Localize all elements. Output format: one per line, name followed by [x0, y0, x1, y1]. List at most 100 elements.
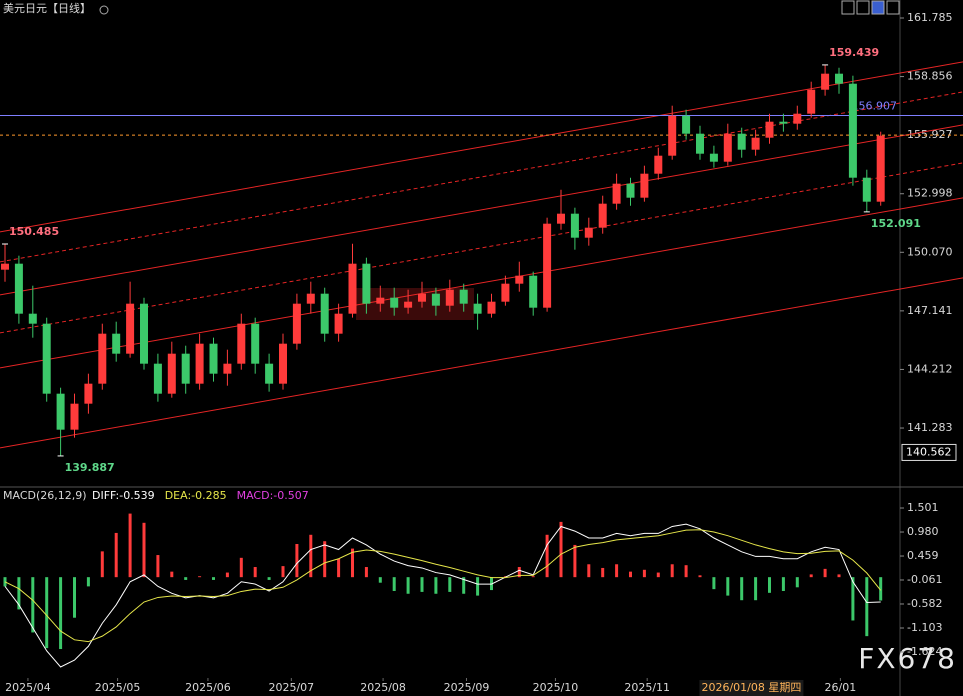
candle-body	[487, 301, 496, 314]
candle-body	[779, 121, 788, 124]
candle-body	[835, 73, 843, 84]
candle-body	[459, 289, 468, 304]
channel-line	[0, 61, 963, 233]
candle-body	[98, 333, 107, 384]
candle-body	[334, 313, 343, 334]
macd-bar	[879, 577, 883, 601]
candle-body	[668, 115, 677, 156]
y-tick-label: -0.582	[907, 597, 942, 610]
macd-bar	[684, 565, 688, 578]
macd-bar	[698, 575, 702, 578]
macd-bar	[378, 577, 382, 583]
watermark: FX678	[858, 642, 957, 675]
candle-body	[723, 133, 732, 162]
candle-body	[167, 353, 176, 394]
x-tick-label: 2025/11	[624, 681, 670, 694]
macd-bar	[420, 577, 424, 592]
candle-body	[682, 115, 691, 134]
macd-bar	[448, 577, 452, 592]
candle-body	[237, 323, 246, 364]
candle-body	[223, 363, 232, 374]
candle-body	[793, 113, 802, 124]
y-tick-label: 141.283	[907, 421, 953, 434]
candle-body	[42, 323, 51, 394]
macd-bar	[726, 577, 730, 596]
tool-button[interactable]	[871, 0, 885, 15]
candle-body	[209, 343, 218, 374]
candle-body	[404, 301, 413, 308]
y-tick-label: -0.061	[907, 573, 942, 586]
y-tick-label: 155.927	[907, 128, 953, 141]
candle-body	[348, 263, 357, 314]
macd-bar	[795, 577, 799, 588]
candle-body	[640, 173, 649, 198]
macd-bar	[615, 564, 619, 578]
macd-bar	[476, 577, 480, 596]
candle-body	[737, 133, 746, 150]
macd-bar	[184, 577, 188, 580]
macd-bar	[712, 577, 716, 590]
x-tick-label: 26/01	[825, 681, 857, 694]
candle-body	[126, 303, 135, 354]
x-tick-label: 2025/07	[268, 681, 314, 694]
macd-bar	[114, 532, 118, 578]
macd-bar	[73, 577, 76, 618]
candle-body	[251, 323, 260, 364]
macd-bar	[823, 568, 827, 578]
crosshair-label: 2026/01/08 星期四	[701, 681, 801, 694]
candle-body	[612, 183, 621, 204]
macd-bar	[531, 576, 535, 578]
chart-title: 美元日元【日线】	[3, 1, 91, 15]
x-tick-label: 2025/08	[360, 681, 406, 694]
candle-body	[14, 263, 23, 314]
axis-tag: 140.562	[906, 445, 952, 458]
candle-body	[279, 343, 287, 384]
annotation-label: 150.485	[9, 225, 59, 238]
macd-bar	[323, 541, 327, 578]
macd-bar	[364, 567, 368, 578]
macd-bar	[295, 543, 299, 578]
macd-bar	[781, 577, 785, 591]
macd-bar	[754, 577, 758, 601]
macd-bar	[337, 558, 341, 578]
channel-line	[0, 277, 963, 449]
price-line-label: 156.907	[852, 100, 898, 113]
settings-icon[interactable]	[99, 5, 109, 15]
candle-body	[376, 297, 385, 304]
macd-bar	[225, 572, 229, 578]
legend-entry: MACD:-0.507	[237, 489, 309, 502]
channel-line	[0, 91, 963, 263]
toolbar	[841, 0, 900, 15]
candle-body	[654, 155, 663, 174]
candle-body	[862, 177, 871, 202]
macd-bar	[156, 555, 160, 578]
candle-body	[848, 83, 857, 178]
tool-button[interactable]	[841, 0, 855, 15]
y-tick-label: 150.070	[907, 245, 953, 258]
channel-line	[0, 197, 963, 369]
macd-bar	[59, 577, 63, 650]
macd-bar	[642, 569, 646, 578]
x-tick-label: 2025/09	[444, 681, 490, 694]
x-tick-label: 2025/10	[533, 681, 579, 694]
y-tick-label: 158.856	[907, 70, 953, 83]
tool-button[interactable]	[886, 0, 900, 15]
candle-body	[418, 293, 426, 302]
macd-line	[4, 523, 881, 668]
macd-title: MACD(26,12,9)	[3, 489, 87, 502]
annotation-label: 152.091	[871, 217, 921, 230]
candle-body	[598, 203, 607, 228]
x-tick-label: 2025/06	[185, 681, 231, 694]
macd-bar	[17, 577, 21, 610]
macd-bar	[462, 577, 466, 594]
macd-bar	[267, 577, 271, 580]
y-tick-label: -1.624	[907, 645, 942, 658]
candle-body	[876, 135, 885, 202]
macd-bar	[573, 544, 577, 578]
macd-bar	[309, 534, 313, 578]
tool-button[interactable]	[856, 0, 870, 15]
candle-body	[515, 275, 524, 284]
y-tick-label: 161.785	[907, 11, 953, 24]
candle-body	[28, 313, 37, 324]
macd-bar	[517, 567, 521, 578]
